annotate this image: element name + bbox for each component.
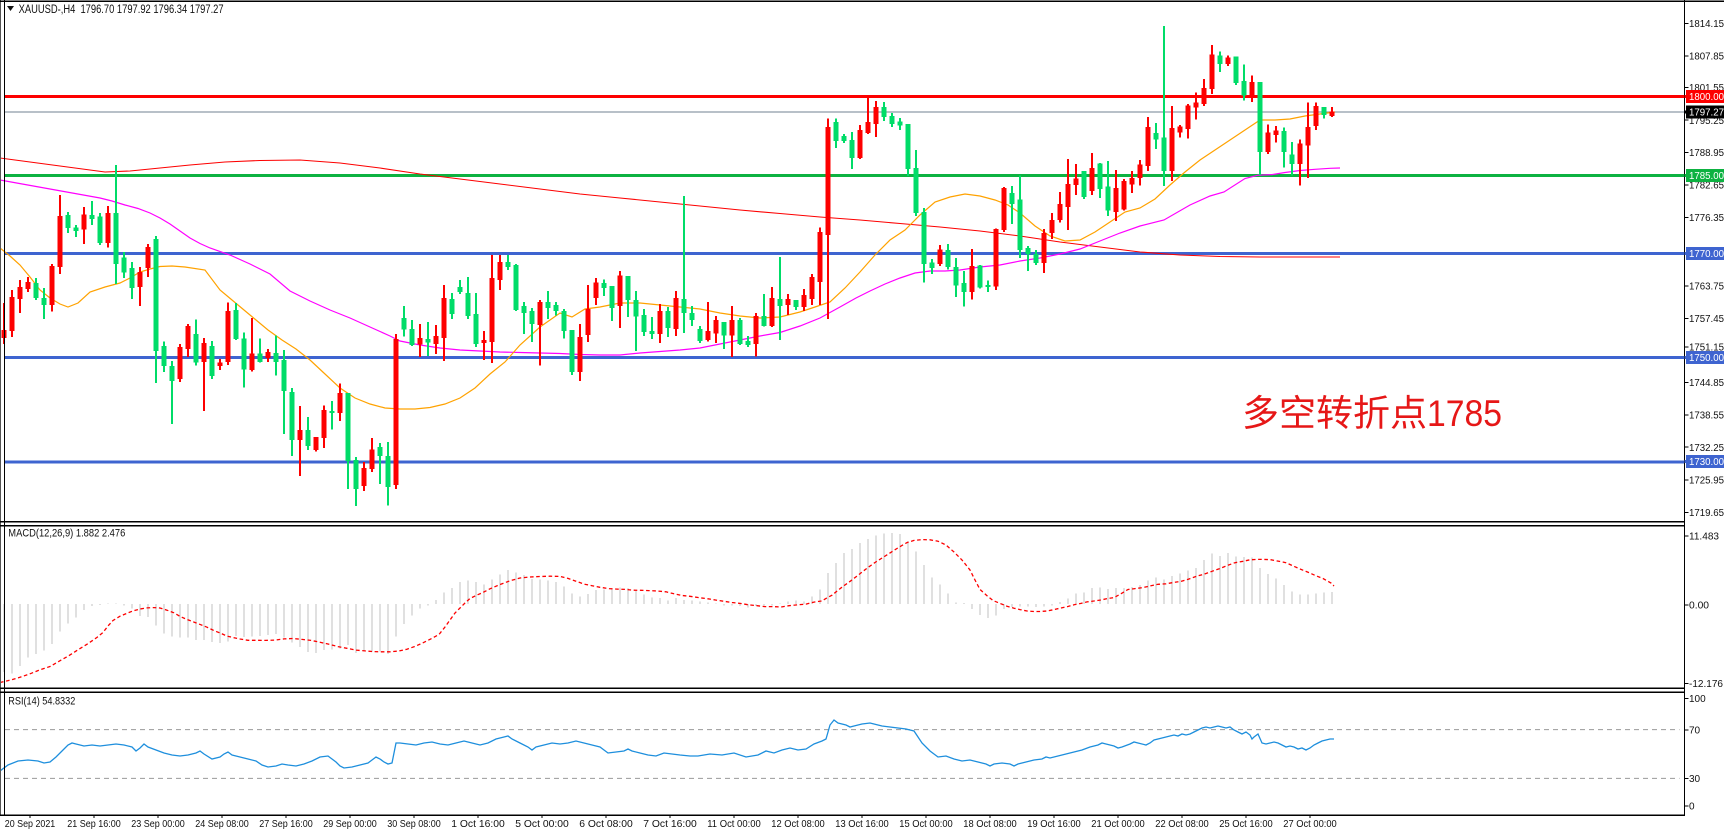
- svg-text:1751.15: 1751.15: [1689, 343, 1724, 354]
- svg-text:1807.85: 1807.85: [1689, 51, 1724, 62]
- svg-text:25 Oct 16:00: 25 Oct 16:00: [1219, 818, 1273, 830]
- svg-text:-12.176: -12.176: [1689, 679, 1723, 690]
- svg-text:1782.65: 1782.65: [1689, 181, 1724, 192]
- svg-text:5 Oct 00:00: 5 Oct 00:00: [515, 818, 569, 830]
- svg-text:1757.45: 1757.45: [1689, 314, 1724, 325]
- svg-text:RSI(14) 54.8332: RSI(14) 54.8332: [8, 695, 75, 707]
- svg-text:23 Sep 00:00: 23 Sep 00:00: [131, 818, 185, 830]
- svg-text:100: 100: [1689, 694, 1706, 705]
- svg-text:1763.75: 1763.75: [1689, 282, 1724, 293]
- svg-text:30 Sep 08:00: 30 Sep 08:00: [387, 818, 441, 830]
- svg-text:22 Oct 08:00: 22 Oct 08:00: [1155, 818, 1209, 830]
- svg-text:1725.95: 1725.95: [1689, 475, 1724, 486]
- svg-text:0: 0: [1689, 802, 1695, 813]
- svg-text:29 Sep 00:00: 29 Sep 00:00: [323, 818, 377, 830]
- svg-text:6 Oct 08:00: 6 Oct 08:00: [579, 818, 633, 830]
- svg-text:27 Sep 16:00: 27 Sep 16:00: [259, 818, 313, 830]
- svg-text:1814.15: 1814.15: [1689, 19, 1724, 30]
- svg-text:1770.00: 1770.00: [1689, 249, 1724, 260]
- svg-text:1750.00: 1750.00: [1689, 353, 1724, 364]
- svg-text:7 Oct 16:00: 7 Oct 16:00: [643, 818, 697, 830]
- svg-text:21 Oct 00:00: 21 Oct 00:00: [1091, 818, 1145, 830]
- svg-text:1801.55: 1801.55: [1689, 83, 1724, 94]
- svg-text:1776.35: 1776.35: [1689, 213, 1724, 224]
- svg-text:11.483: 11.483: [1689, 532, 1719, 543]
- svg-text:27 Oct 00:00: 27 Oct 00:00: [1283, 818, 1337, 830]
- svg-text:1788.95: 1788.95: [1689, 148, 1724, 159]
- svg-text:XAUUSD-,H4 1796.70 1797.92 17: XAUUSD-,H4 1796.70 1797.92 1796.34 1797.…: [19, 4, 224, 16]
- svg-text:1738.55: 1738.55: [1689, 410, 1724, 421]
- svg-text:12 Oct 08:00: 12 Oct 08:00: [771, 818, 825, 830]
- svg-text:70: 70: [1689, 726, 1701, 737]
- svg-text:1744.85: 1744.85: [1689, 378, 1724, 389]
- svg-text:20 Sep 2021: 20 Sep 2021: [5, 818, 56, 830]
- svg-text:MACD(12,26,9) 1.882 2.476: MACD(12,26,9) 1.882 2.476: [8, 528, 125, 540]
- svg-text:21 Sep 16:00: 21 Sep 16:00: [67, 818, 121, 830]
- svg-text:0.00: 0.00: [1689, 601, 1709, 612]
- svg-text:24 Sep 08:00: 24 Sep 08:00: [195, 818, 249, 830]
- svg-text:1800.00: 1800.00: [1689, 92, 1724, 103]
- svg-text:1797.27: 1797.27: [1689, 108, 1724, 119]
- svg-text:1795.25: 1795.25: [1689, 116, 1724, 127]
- svg-text:1785.00: 1785.00: [1689, 171, 1724, 182]
- svg-text:13 Oct 16:00: 13 Oct 16:00: [835, 818, 889, 830]
- svg-text:18 Oct 08:00: 18 Oct 08:00: [963, 818, 1017, 830]
- svg-text:30: 30: [1689, 774, 1701, 785]
- svg-text:1719.65: 1719.65: [1689, 508, 1724, 519]
- svg-text:1730.00: 1730.00: [1689, 457, 1724, 468]
- svg-text:11 Oct 00:00: 11 Oct 00:00: [707, 818, 761, 830]
- svg-text:19 Oct 16:00: 19 Oct 16:00: [1027, 818, 1081, 830]
- svg-text:1 Oct 16:00: 1 Oct 16:00: [451, 818, 505, 830]
- svg-text:15 Oct 00:00: 15 Oct 00:00: [899, 818, 953, 830]
- svg-text:1732.25: 1732.25: [1689, 443, 1724, 454]
- svg-text:1785: 1785: [1427, 393, 1502, 434]
